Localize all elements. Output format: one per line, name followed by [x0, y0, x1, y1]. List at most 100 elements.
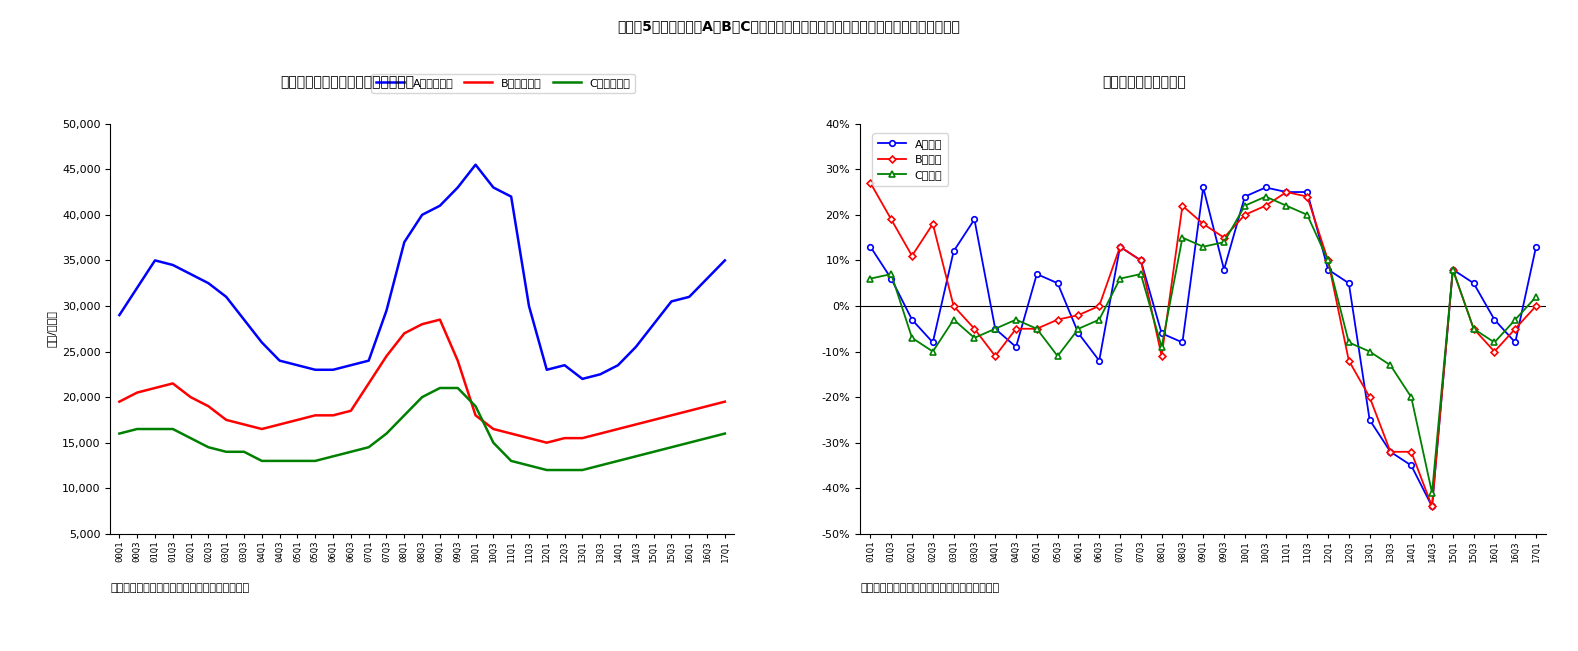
Y-axis label: （円/月坪）: （円/月坪）: [47, 311, 57, 347]
Line: Cクラスビル: Cクラスビル: [120, 388, 724, 470]
Bクラスビル: [484, 425, 503, 433]
Aクラス: [1464, 279, 1483, 287]
Aクラス: [1340, 279, 1359, 287]
Cクラス: [944, 316, 963, 324]
Bクラスビル: [573, 434, 592, 442]
Cクラス: [1152, 343, 1171, 351]
Aクラス: [1172, 339, 1191, 346]
Cクラス: [1340, 339, 1359, 346]
Bクラスビル: [661, 411, 680, 419]
Bクラス: [1423, 503, 1442, 510]
Aクラスビル: [181, 270, 200, 278]
Cクラスビル: [394, 411, 413, 419]
Cクラス: [1256, 193, 1275, 201]
Cクラスビル: [235, 448, 254, 456]
Cクラスビル: [697, 434, 716, 442]
Cクラス: [1526, 293, 1545, 301]
Text: ＜前年同期比変化率＞: ＜前年同期比変化率＞: [1101, 75, 1187, 89]
Bクラス: [1319, 256, 1338, 264]
Bクラス: [1068, 311, 1087, 319]
Bクラス: [1360, 393, 1379, 401]
Cクラス: [1027, 325, 1046, 333]
Bクラスビル: [519, 434, 538, 442]
Legend: Aクラスビル, Bクラスビル, Cクラスビル: Aクラスビル, Bクラスビル, Cクラスビル: [371, 74, 634, 92]
Bクラスビル: [697, 402, 716, 410]
Cクラス: [1297, 211, 1316, 219]
Aクラス: [1068, 329, 1087, 337]
Bクラス: [882, 215, 901, 223]
Bクラス: [1215, 234, 1234, 242]
Aクラス: [1360, 416, 1379, 424]
Cクラスビル: [644, 448, 663, 456]
Aクラス: [1048, 279, 1067, 287]
Aクラスビル: [306, 366, 325, 374]
Aクラス: [1444, 266, 1463, 273]
Bクラスビル: [644, 416, 663, 424]
Aクラス: [1526, 243, 1545, 251]
Cクラス: [1111, 275, 1130, 283]
Bクラス: [923, 220, 942, 228]
Bクラス: [1277, 188, 1296, 196]
Cクラスビル: [466, 402, 484, 410]
Cクラスビル: [484, 439, 503, 447]
Cクラスビル: [323, 452, 342, 460]
Bクラス: [1485, 348, 1504, 355]
Cクラス: [1236, 202, 1255, 210]
Cクラス: [1381, 361, 1400, 369]
Bクラスビル: [377, 352, 396, 360]
Cクラスビル: [181, 434, 200, 442]
Cクラスビル: [216, 448, 235, 456]
Bクラス: [986, 352, 1005, 360]
Aクラス: [882, 275, 901, 283]
Bクラスビル: [128, 389, 147, 396]
Aクラス: [1505, 339, 1524, 346]
Cクラスビル: [199, 443, 218, 451]
Bクラスビル: [252, 425, 271, 433]
Cクラスビル: [270, 457, 289, 465]
Aクラス: [1090, 357, 1109, 365]
Cクラス: [882, 270, 901, 278]
Cクラス: [1423, 489, 1442, 497]
Cクラス: [1464, 325, 1483, 333]
Bクラスビル: [431, 316, 450, 324]
Cクラスビル: [537, 466, 555, 474]
Cクラス: [923, 348, 942, 355]
Aクラス: [1297, 188, 1316, 196]
Cクラス: [1048, 352, 1067, 360]
Cクラス: [1444, 266, 1463, 273]
Bクラスビル: [680, 407, 699, 415]
Bクラス: [1401, 448, 1420, 456]
Aクラス: [1485, 316, 1504, 324]
Bクラス: [1027, 325, 1046, 333]
Aクラスビル: [235, 316, 254, 324]
Line: Aクラス: Aクラス: [868, 185, 1539, 509]
Aクラス: [1111, 243, 1130, 251]
Aクラス: [903, 316, 922, 324]
Aクラスビル: [323, 366, 342, 374]
Cクラスビル: [377, 430, 396, 437]
Bクラスビル: [537, 439, 555, 447]
Bクラス: [1152, 352, 1171, 360]
Line: Cクラス: Cクラス: [868, 194, 1539, 495]
Aクラス: [1319, 266, 1338, 273]
Aクラス: [1423, 503, 1442, 510]
Aクラスビル: [466, 161, 484, 169]
Bクラス: [1090, 302, 1109, 310]
Aクラス: [1195, 184, 1213, 191]
Aクラスビル: [394, 238, 413, 246]
Line: Bクラス: Bクラス: [868, 180, 1539, 509]
Aクラス: [966, 215, 985, 223]
Bクラス: [1340, 357, 1359, 365]
Cクラス: [862, 275, 881, 283]
Cクラス: [1068, 325, 1087, 333]
Cクラスビル: [448, 384, 467, 392]
Line: Bクラスビル: Bクラスビル: [120, 320, 724, 443]
Text: （出所）三幸エステート・ニッセイ基礎研究所: （出所）三幸エステート・ニッセイ基礎研究所: [860, 583, 999, 592]
Aクラスビル: [555, 361, 574, 369]
Aクラス: [1381, 448, 1400, 456]
Bクラス: [1111, 243, 1130, 251]
Cクラスビル: [680, 439, 699, 447]
Aクラス: [1256, 184, 1275, 191]
Aクラスビル: [341, 361, 360, 369]
Bクラス: [1526, 302, 1545, 310]
